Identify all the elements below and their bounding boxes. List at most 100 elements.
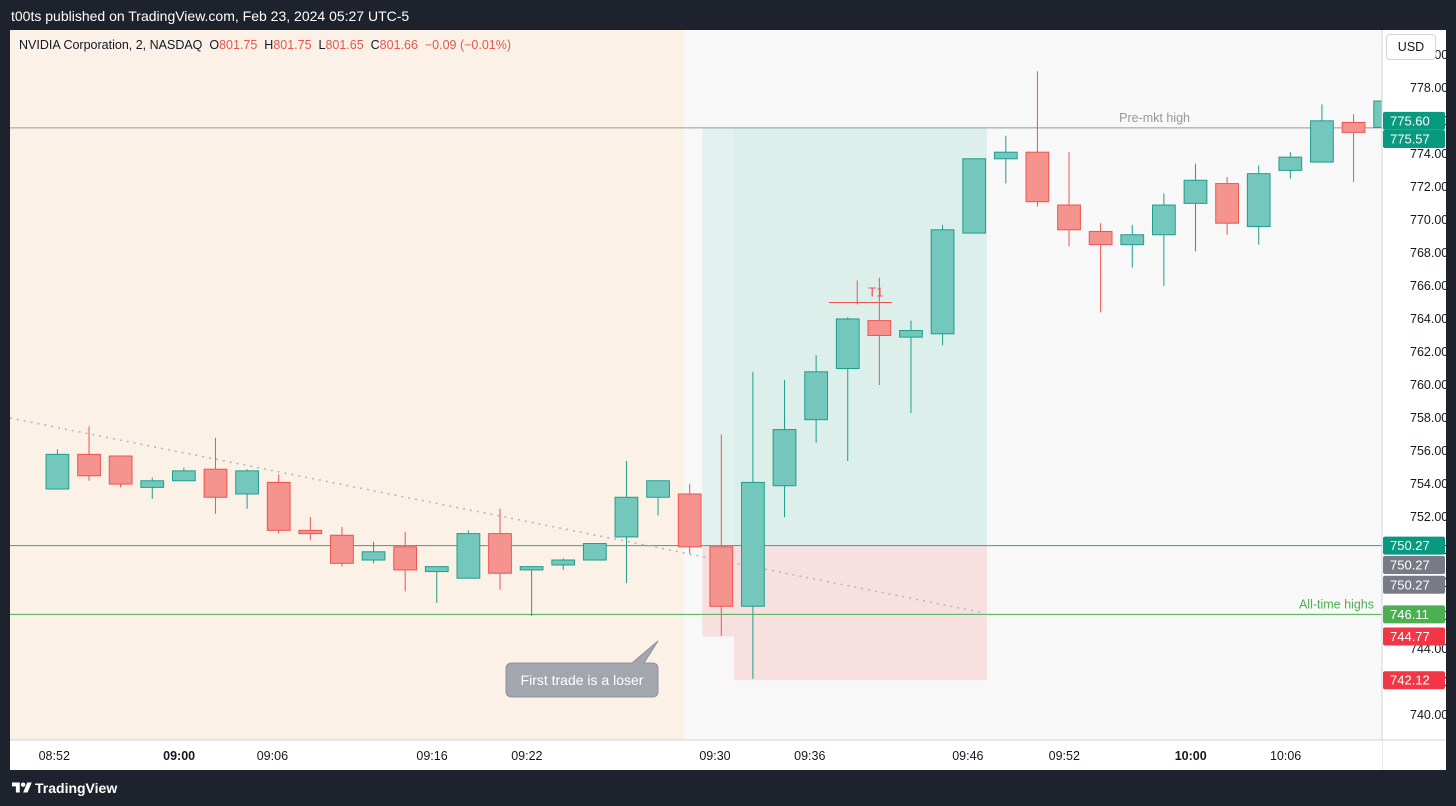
candle-body-0	[45, 453, 70, 490]
chart-panel[interactable]: Pre-mkt high All-time highs T1 First trade …	[10, 30, 1446, 770]
position-profit-zone	[733, 127, 987, 546]
candle-body-18	[614, 496, 639, 538]
candle-body-31	[1025, 151, 1050, 203]
x-tick-6: 09:36	[794, 749, 825, 763]
candle-body-30	[993, 151, 1018, 160]
candlestick-chart[interactable]: Pre-mkt high All-time highs T1 First trade …	[10, 30, 1446, 770]
close-label: C	[370, 38, 380, 52]
candle-body-13	[456, 533, 481, 579]
candle-body-6	[235, 470, 259, 495]
price-tag-bg-0	[1383, 111, 1445, 130]
premarket-session-shading	[10, 30, 684, 740]
candle-body-24	[804, 371, 829, 421]
y-tick-9: 758.00	[1410, 411, 1446, 425]
candle-body-38	[1246, 173, 1271, 227]
y-tick-13: 766.00	[1410, 279, 1446, 293]
candle-body-19	[646, 480, 670, 498]
candle-body-3	[140, 480, 165, 488]
price-tag-1: 775.57	[1390, 131, 1430, 146]
candle-body-16	[551, 559, 576, 566]
candle-body-17	[582, 543, 607, 561]
t1-label: T1	[868, 284, 883, 299]
x-tick-1: 09:00	[163, 749, 195, 763]
y-tick-2: 744.00	[1410, 642, 1446, 656]
price-tag-bg-6	[1383, 627, 1445, 646]
symbol-name: NVIDIA Corporation, 2, NASDAQ	[19, 38, 203, 52]
level-label-0: Pre-mkt high	[1119, 111, 1190, 125]
candle-body-26	[867, 320, 892, 336]
candle-body-15	[519, 566, 544, 571]
candle-body-10	[361, 551, 386, 561]
x-tick-9: 10:00	[1175, 749, 1207, 763]
callout-text: First trade is a loser	[521, 672, 644, 688]
candle-body-32	[1057, 204, 1081, 231]
price-tag-0: 775.60	[1390, 113, 1430, 128]
price-tag-bg-4	[1383, 575, 1445, 594]
price-tag-4: 750.27	[1390, 577, 1430, 592]
candle-body-23	[772, 429, 797, 487]
x-tick-10: 10:06	[1270, 749, 1301, 763]
y-tick-10: 760.00	[1410, 378, 1446, 392]
price-tag-bg-2	[1383, 536, 1445, 555]
candle-body-27	[899, 330, 923, 338]
candle-body-39	[1278, 156, 1303, 171]
candle-body-34	[1120, 234, 1145, 246]
price-tag-bg-1	[1383, 129, 1445, 148]
price-tag-3: 750.27	[1390, 557, 1430, 572]
open-value: 801.75	[219, 38, 258, 52]
y-tick-14: 768.00	[1410, 246, 1446, 260]
y-tick-16: 772.00	[1410, 180, 1446, 194]
tradingview-logo-icon	[12, 782, 32, 793]
close-value: 801.66	[379, 38, 418, 52]
y-tick-12: 764.00	[1410, 312, 1446, 326]
candle-body-8	[298, 529, 323, 535]
candle-body-25	[835, 318, 860, 369]
y-tick-0: 740.00	[1410, 708, 1446, 722]
low-value: 801.65	[325, 38, 364, 52]
candle-body-41	[1341, 121, 1366, 133]
level-label-1: All-time highs	[1299, 597, 1374, 611]
low-label: L	[318, 38, 326, 52]
price-tag-6: 744.77	[1390, 629, 1430, 644]
time-axis-background	[10, 740, 1382, 770]
candle-body-9	[330, 534, 354, 564]
currency-button[interactable]: USD	[1386, 34, 1436, 60]
high-value: 801.75	[273, 38, 312, 52]
candle-body-33	[1088, 230, 1113, 246]
change-value: −0.09 (−0.01%)	[424, 38, 512, 52]
symbol-legend: NVIDIA Corporation, 2, NASDAQ O801.75 H8…	[19, 38, 511, 52]
y-tick-15: 770.00	[1410, 213, 1446, 227]
candle-body-36	[1183, 179, 1208, 204]
high-label: H	[264, 38, 274, 52]
price-tag-bg-3	[1383, 555, 1445, 574]
candle-body-35	[1151, 204, 1176, 236]
x-tick-3: 09:16	[416, 749, 447, 763]
candle-body-4	[171, 470, 196, 482]
candle-body-14	[488, 533, 512, 574]
y-tick-11: 762.00	[1410, 345, 1446, 359]
candle-body-5	[203, 468, 228, 498]
price-axis-background	[1382, 30, 1446, 770]
footer-brand: TradingView	[35, 780, 118, 796]
y-tick-7: 754.00	[1410, 477, 1446, 491]
y-tick-17: 774.00	[1410, 147, 1446, 161]
price-tag-7: 742.12	[1390, 673, 1430, 688]
y-tick-6: 752.00	[1410, 510, 1446, 524]
candle-body-21	[709, 546, 734, 607]
x-tick-5: 09:30	[699, 749, 730, 763]
candle-body-22	[741, 481, 765, 607]
candle-body-11	[393, 546, 418, 571]
candle-body-7	[266, 481, 291, 531]
candle-body-28	[930, 229, 955, 335]
trendline-dotted	[10, 417, 984, 614]
first-trade-profit-zone	[702, 127, 734, 546]
candle-body-1	[77, 453, 101, 477]
publish-info: t00ts published on TradingView.com, Feb …	[11, 8, 410, 24]
candle-body-12	[424, 566, 449, 573]
callout-bubble	[505, 640, 659, 698]
x-tick-8: 09:52	[1049, 749, 1080, 763]
price-tag-2: 750.27	[1390, 538, 1430, 553]
y-tick-19: 778.00	[1410, 81, 1446, 95]
x-tick-0: 08:52	[39, 749, 70, 763]
candle-body-29	[962, 158, 987, 234]
